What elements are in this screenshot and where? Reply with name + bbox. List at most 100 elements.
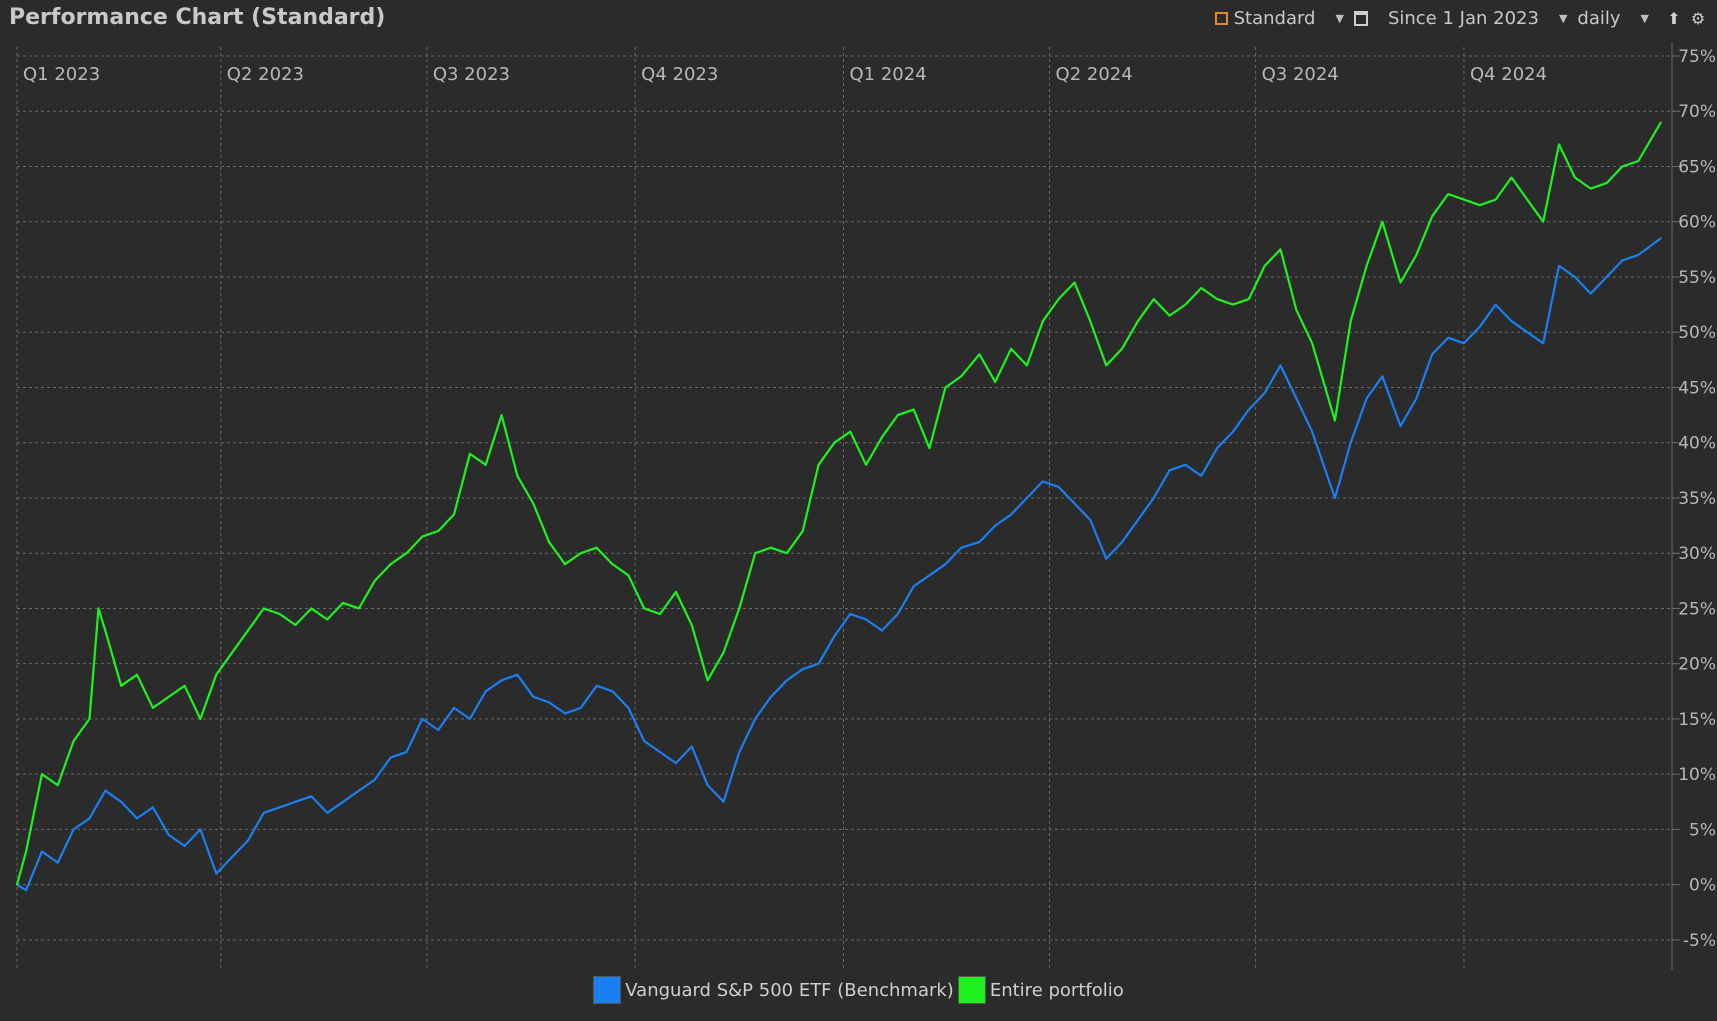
benchmark-data-point (1478, 325, 1481, 328)
portfolio-data-point (516, 475, 519, 477)
portfolio-data-point (1526, 198, 1529, 201)
benchmark-data-point (849, 613, 852, 615)
calendar-icon[interactable] (1353, 11, 1368, 26)
benchmark-data-point (643, 740, 646, 742)
benchmark-data-point (1660, 237, 1662, 240)
benchmark-data-point (706, 784, 709, 787)
interval-selector[interactable]: daily ▼ (1577, 8, 1659, 29)
portfolio-data-point (1637, 160, 1640, 162)
benchmark-data-point (1184, 464, 1187, 466)
y-tick-label: 50% (1678, 323, 1716, 343)
portfolio-data-point (1026, 364, 1028, 367)
benchmark-data-point (152, 806, 154, 809)
benchmark-series-line[interactable] (16, 237, 1662, 892)
portfolio-data-point (1589, 187, 1592, 190)
benchmark-data-point (960, 546, 963, 549)
portfolio-data-point (659, 613, 661, 615)
benchmark-data-point (1605, 276, 1608, 278)
portfolio-data-point (389, 563, 392, 566)
benchmark-data-point (881, 629, 883, 632)
benchmark-data-point (120, 800, 122, 803)
portfolio-data-point (1263, 265, 1266, 267)
y-tick-label: -5% (1683, 931, 1716, 951)
x-tick-label: Q4 2023 (641, 64, 718, 85)
benchmark-data-point (136, 817, 138, 820)
gear-icon[interactable]: ⚙ (1690, 9, 1706, 28)
benchmark-data-point (754, 718, 756, 720)
benchmark-data-point (358, 789, 360, 792)
legend-item-portfolio[interactable]: Entire portfolio (957, 976, 1124, 1004)
portfolio-data-point (865, 464, 867, 466)
chevron-down-icon[interactable]: ▼ (1335, 12, 1344, 25)
chevron-down-icon[interactable]: ▼ (1558, 12, 1568, 25)
portfolio-data-point (1494, 198, 1497, 201)
benchmark-data-point (801, 668, 804, 671)
benchmark-data-point (595, 684, 598, 687)
benchmark-data-point (1431, 353, 1434, 356)
portfolio-data-point (1279, 248, 1282, 251)
portfolio-data-point (1248, 298, 1250, 300)
portfolio-data-point (104, 629, 107, 632)
benchmark-data-point (1216, 447, 1218, 450)
portfolio-data-point (928, 447, 931, 450)
portfolio-data-point (1447, 193, 1449, 195)
benchmark-data-point (1105, 557, 1107, 560)
benchmark-data-point (1248, 408, 1250, 411)
benchmark-data-point (978, 541, 981, 543)
benchmark-data-point (1526, 331, 1529, 334)
benchmark-data-point (1010, 513, 1012, 516)
benchmark-data-point (580, 707, 582, 709)
y-tick-label: 30% (1678, 544, 1716, 564)
portfolio-data-point (263, 607, 265, 610)
benchmark-data-point (278, 806, 281, 809)
benchmark-data-point (1558, 265, 1560, 267)
benchmark-data-point (1295, 397, 1298, 400)
portfolio-data-point (1041, 320, 1044, 322)
chevron-down-icon[interactable]: ▼ (1640, 12, 1649, 25)
period-selector[interactable]: Since 1 Jan 2023 ▼ (1353, 8, 1577, 29)
portfolio-data-point (183, 684, 186, 687)
portfolio-data-point (738, 607, 741, 610)
portfolio-data-point (199, 718, 202, 720)
portfolio-data-point (247, 629, 249, 632)
benchmark-data-point (1447, 336, 1449, 339)
benchmark-data-point (690, 745, 693, 748)
benchmark-data-point (1041, 480, 1044, 483)
benchmark-data-point (1415, 397, 1418, 400)
benchmark-data-point (1349, 441, 1352, 444)
portfolio-data-point (786, 552, 788, 554)
benchmark-data-point (469, 718, 471, 720)
export-icon[interactable]: ⬆ (1667, 9, 1681, 28)
portfolio-data-point (706, 679, 709, 682)
benchmark-data-point (1073, 502, 1076, 505)
benchmark-data-point (1263, 392, 1266, 394)
benchmark-data-point (1589, 292, 1592, 295)
portfolio-data-point (167, 696, 170, 698)
benchmark-data-point (215, 872, 218, 875)
performance-chart[interactable]: -5% 0% 5% 10% 15% 20% 25% 30% 35% 40% 45% 50% 55% 60%… (0, 42, 1717, 970)
portfolio-data-point (136, 673, 138, 676)
portfolio-data-point (881, 436, 883, 438)
y-tick-label: 45% (1678, 378, 1716, 398)
legend-item-benchmark[interactable]: Vanguard S&P 500 ETF (Benchmark) (593, 976, 954, 1004)
view-selector[interactable]: Standard ▼ (1214, 8, 1354, 29)
portfolio-data-point (1621, 165, 1624, 168)
y-tick-label: 20% (1678, 655, 1716, 675)
portfolio-data-point (294, 624, 297, 626)
y-tick-label: 0% (1689, 876, 1716, 896)
benchmark-data-point (437, 729, 439, 731)
benchmark-data-point (994, 524, 997, 527)
portfolio-data-point (564, 563, 566, 566)
legend-swatch-portfolio (957, 976, 986, 1004)
y-tick-label: 70% (1678, 102, 1716, 122)
benchmark-data-point (1365, 397, 1368, 400)
benchmark-data-point (1279, 364, 1282, 367)
portfolio-data-point (722, 651, 725, 654)
portfolio-series-line[interactable] (15, 121, 1662, 885)
benchmark-data-point (833, 635, 836, 637)
portfolio-data-point (41, 773, 43, 775)
benchmark-data-point (25, 889, 27, 891)
portfolio-data-point (1057, 298, 1060, 300)
portfolio-data-point (500, 414, 503, 416)
x-tick-label: Q1 2023 (23, 64, 100, 85)
